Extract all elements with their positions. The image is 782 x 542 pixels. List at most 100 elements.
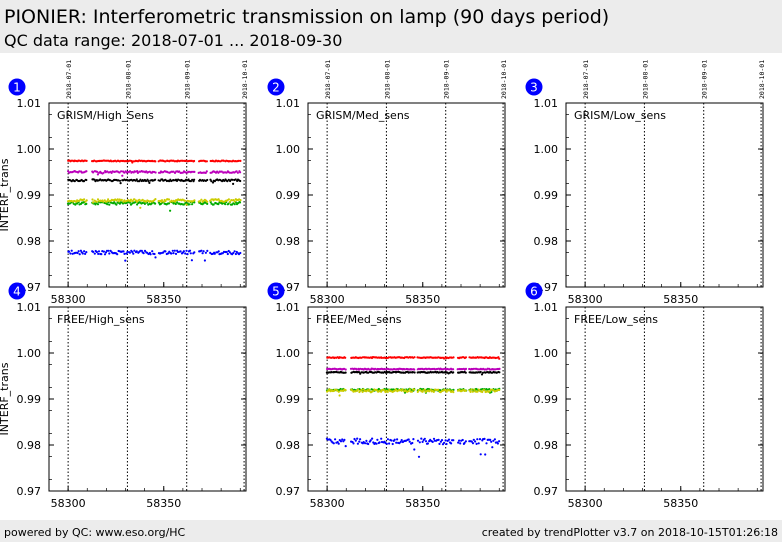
data-point — [106, 203, 109, 206]
data-point — [452, 391, 455, 394]
data-point — [193, 159, 196, 163]
x-tick-label: 58300 — [51, 497, 86, 510]
data-point — [67, 250, 71, 253]
data-point — [445, 442, 448, 446]
data-point — [452, 368, 455, 371]
data-point — [78, 170, 81, 173]
footer-created-by: created by trendPlotter v3.7 on 2018-10-… — [481, 526, 778, 539]
data-point — [121, 202, 125, 205]
chart-panel-3: 2018-07-01 2018-08-01 2018-09-01 2018-10-01… — [525, 60, 766, 306]
data-point — [400, 439, 403, 442]
data-point — [129, 198, 133, 201]
data-point — [388, 442, 391, 445]
data-point — [470, 388, 473, 391]
data-point — [440, 439, 444, 442]
data-point — [344, 368, 347, 371]
data-point — [471, 390, 474, 393]
data-point — [417, 455, 421, 458]
data-point — [91, 198, 94, 201]
data-point — [457, 441, 460, 444]
data-point — [239, 251, 242, 255]
data-point — [118, 179, 122, 182]
data-point — [387, 356, 390, 359]
plot-frame — [307, 102, 506, 288]
chart-panel-6: 0.97 0.98 0.99 1.00 1.01 58300 58350 FREE/Low_s… — [525, 282, 764, 510]
data-point — [193, 170, 196, 173]
y-tick-label: 0.98 — [17, 439, 42, 452]
data-point — [79, 249, 82, 252]
data-point — [380, 356, 383, 359]
plot-frame — [307, 306, 506, 492]
data-point — [182, 203, 185, 206]
data-point — [97, 250, 101, 253]
y-tick-label: 1.00 — [17, 143, 42, 156]
data-point — [139, 206, 142, 209]
data-point — [479, 453, 482, 456]
date-mark-label: 2018-08-01 — [383, 60, 391, 99]
data-point — [352, 442, 355, 445]
data-point — [154, 256, 157, 259]
data-point — [488, 368, 491, 371]
data-point — [338, 394, 341, 397]
data-point — [362, 388, 365, 391]
data-point — [237, 159, 240, 162]
data-point — [116, 253, 119, 256]
data-point — [450, 442, 453, 445]
x-tick-label: 58350 — [405, 497, 440, 510]
panel-number: 3 — [530, 81, 538, 95]
data-point — [337, 390, 340, 393]
data-point — [356, 437, 359, 440]
data-point — [459, 442, 462, 445]
data-point — [238, 201, 242, 204]
data-point — [421, 440, 424, 443]
data-point — [103, 199, 106, 202]
data-point — [153, 252, 156, 256]
data-point — [343, 438, 346, 441]
data-point — [211, 181, 215, 184]
data-point — [93, 252, 96, 255]
data-point — [212, 199, 215, 202]
data-point — [344, 445, 347, 448]
data-point — [432, 437, 436, 440]
data-point — [212, 203, 215, 206]
data-point — [489, 438, 492, 441]
panel-number: 6 — [530, 285, 538, 299]
data-point — [148, 181, 151, 184]
data-point — [183, 199, 187, 202]
data-point — [488, 388, 491, 391]
data-point — [413, 388, 416, 391]
y-tick-label: 1.00 — [17, 347, 42, 360]
data-point — [365, 439, 368, 442]
data-point — [172, 170, 175, 173]
data-point — [84, 252, 87, 255]
data-point — [144, 179, 148, 183]
data-point — [477, 442, 480, 445]
data-point — [344, 371, 347, 374]
chart-panel-1: 2018-07-01 2018-08-01 2018-09-01 2018-10-01… — [0, 60, 249, 306]
data-point — [239, 171, 242, 174]
y-tick-label: 0.98 — [534, 235, 559, 248]
y-tick-label: 0.97 — [276, 485, 301, 498]
data-point — [174, 202, 177, 206]
data-point — [395, 441, 398, 444]
footer-credit: powered by QC: www.eso.org/HC — [4, 526, 186, 539]
data-point — [83, 198, 86, 201]
data-point — [234, 178, 237, 181]
data-point — [470, 440, 473, 443]
data-point — [471, 442, 475, 445]
data-point — [149, 253, 152, 256]
data-point — [464, 389, 467, 392]
data-point — [85, 159, 88, 162]
data-point — [85, 251, 88, 254]
data-point — [179, 250, 182, 253]
panel-number-marker — [8, 78, 26, 96]
data-point — [399, 440, 402, 443]
data-point — [85, 202, 88, 205]
data-point — [162, 200, 165, 203]
panel-label: FREE/Low_sens — [574, 313, 658, 326]
data-point — [200, 198, 203, 201]
data-point — [228, 200, 231, 203]
data-point — [375, 442, 378, 445]
data-point — [198, 200, 201, 203]
